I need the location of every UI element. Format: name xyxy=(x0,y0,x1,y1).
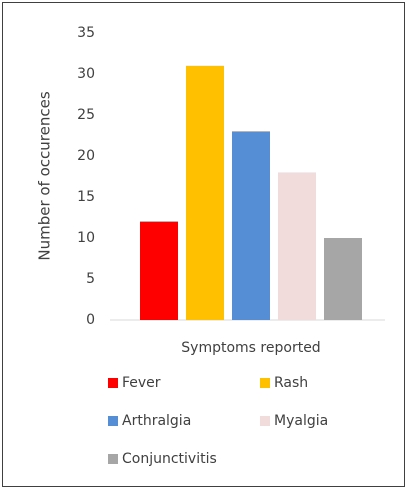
bar xyxy=(140,221,178,320)
y-axis-label: Number of occurences xyxy=(36,91,54,260)
y-tick-label: 20 xyxy=(77,148,95,164)
x-tick-label: Symptoms reported xyxy=(181,340,320,356)
legend-swatch xyxy=(108,416,118,426)
y-tick-label: 30 xyxy=(77,66,95,82)
legend-swatch xyxy=(108,378,118,388)
y-tick-label: 10 xyxy=(77,230,95,246)
bar xyxy=(232,131,270,320)
legend-label: Myalgia xyxy=(274,413,328,429)
bar xyxy=(186,65,224,320)
legend-label: Rash xyxy=(274,375,308,391)
legend-label: Conjunctivitis xyxy=(122,451,217,467)
y-tick-label: 35 xyxy=(77,25,95,41)
bar xyxy=(324,238,362,320)
bar xyxy=(278,172,316,320)
y-tick-label: 15 xyxy=(77,189,95,205)
y-tick-label: 0 xyxy=(86,312,95,328)
legend-swatch xyxy=(260,416,270,426)
legend-label: Fever xyxy=(122,375,161,391)
y-tick-label: 5 xyxy=(86,271,95,287)
legend-swatch xyxy=(260,378,270,388)
legend-label: Arthralgia xyxy=(122,413,191,429)
legend-swatch xyxy=(108,454,118,464)
y-tick-label: 25 xyxy=(77,107,95,123)
